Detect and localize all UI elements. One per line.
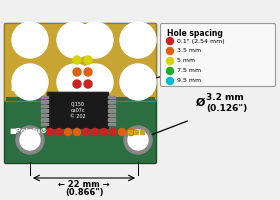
- Bar: [108, 118, 115, 120]
- Text: 9.5 mm: 9.5 mm: [177, 78, 201, 84]
- Text: ■Pololu®: ■Pololu®: [9, 128, 47, 134]
- FancyBboxPatch shape: [160, 23, 276, 86]
- Circle shape: [77, 64, 113, 100]
- FancyBboxPatch shape: [4, 23, 157, 164]
- Circle shape: [55, 129, 62, 136]
- Bar: [6, 25, 155, 100]
- Circle shape: [57, 64, 93, 100]
- Text: ← 22 mm →: ← 22 mm →: [58, 180, 110, 189]
- Text: 6.6 mm: 6.6 mm: [206, 44, 244, 52]
- Circle shape: [167, 47, 174, 54]
- Text: 3.2 mm: 3.2 mm: [206, 94, 244, 102]
- Circle shape: [167, 38, 174, 45]
- Circle shape: [12, 22, 48, 58]
- FancyBboxPatch shape: [4, 23, 157, 102]
- Text: Ø: Ø: [196, 98, 205, 108]
- Text: Ø: Ø: [196, 48, 205, 58]
- Circle shape: [127, 129, 134, 136]
- Bar: [41, 114, 48, 116]
- Circle shape: [20, 130, 40, 150]
- Circle shape: [73, 68, 81, 76]
- Bar: [41, 96, 48, 98]
- Circle shape: [77, 22, 113, 58]
- Circle shape: [64, 129, 71, 136]
- Circle shape: [128, 130, 148, 150]
- Text: 7.5 mm: 7.5 mm: [177, 68, 201, 73]
- Text: IP-: IP-: [10, 86, 20, 92]
- Bar: [128, 130, 132, 134]
- Circle shape: [118, 129, 125, 136]
- Circle shape: [16, 126, 44, 154]
- Circle shape: [109, 129, 116, 136]
- Circle shape: [101, 129, 108, 136]
- Text: (0.126"): (0.126"): [206, 104, 247, 112]
- Text: (0.866"): (0.866"): [65, 188, 103, 197]
- Circle shape: [120, 22, 156, 58]
- Bar: [41, 109, 48, 112]
- Text: 0J150
ca07c
© 202: 0J150 ca07c © 202: [70, 102, 86, 119]
- Text: IP+: IP+: [124, 86, 137, 92]
- Text: 0.1" (2.54 mm): 0.1" (2.54 mm): [177, 38, 225, 44]
- Bar: [6, 97, 155, 100]
- Bar: [41, 118, 48, 120]
- Circle shape: [73, 56, 81, 64]
- Bar: [41, 100, 48, 102]
- Circle shape: [84, 56, 92, 64]
- Bar: [108, 109, 115, 112]
- Bar: [108, 96, 115, 98]
- Circle shape: [84, 68, 92, 76]
- Bar: [108, 100, 115, 102]
- Bar: [140, 130, 144, 134]
- Circle shape: [84, 80, 92, 88]
- Circle shape: [73, 80, 81, 88]
- Circle shape: [57, 22, 93, 58]
- Bar: [108, 104, 115, 107]
- Circle shape: [92, 129, 99, 136]
- Circle shape: [167, 77, 174, 84]
- Bar: [108, 122, 115, 125]
- Circle shape: [167, 58, 174, 64]
- Text: 5 mm: 5 mm: [177, 58, 195, 64]
- Bar: [108, 114, 115, 116]
- Circle shape: [12, 64, 48, 100]
- Text: (0.26"): (0.26"): [206, 53, 241, 62]
- Bar: [134, 130, 138, 134]
- Bar: [41, 104, 48, 107]
- Circle shape: [83, 129, 90, 136]
- Circle shape: [120, 64, 156, 100]
- Text: Hole spacing: Hole spacing: [167, 29, 223, 38]
- Text: 3.5 mm: 3.5 mm: [177, 48, 201, 53]
- Bar: [41, 122, 48, 125]
- Circle shape: [124, 126, 152, 154]
- Circle shape: [73, 129, 81, 136]
- Circle shape: [167, 68, 174, 74]
- Circle shape: [46, 129, 53, 136]
- FancyBboxPatch shape: [47, 92, 109, 129]
